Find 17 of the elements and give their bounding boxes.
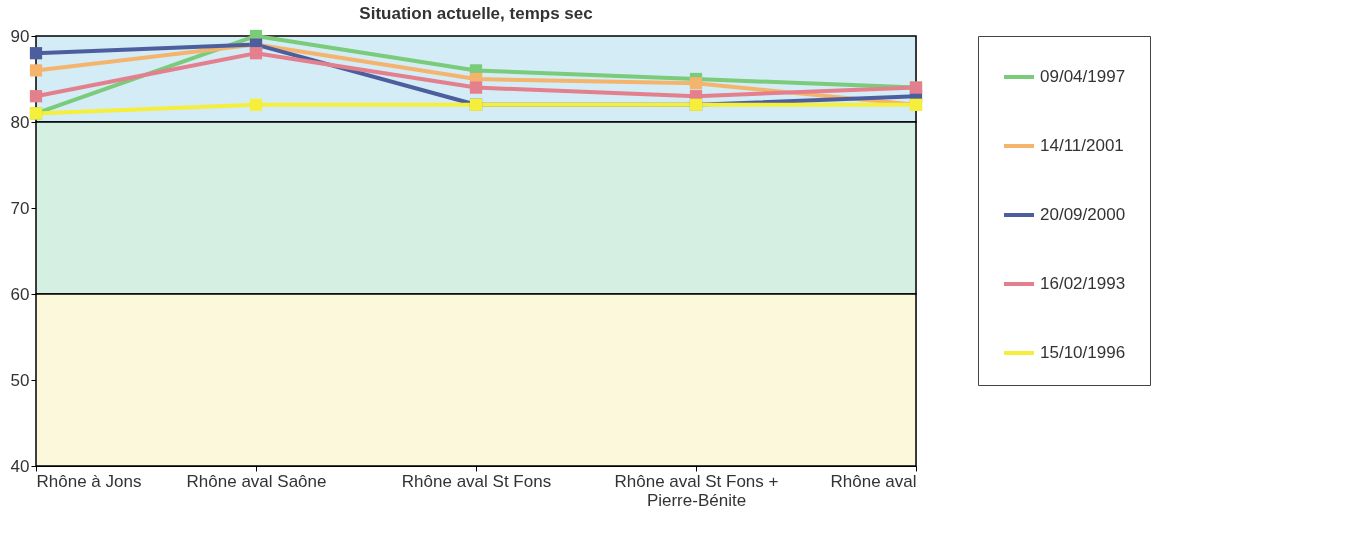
legend-label: 20/09/2000 bbox=[1040, 205, 1126, 224]
x-tick-label: Rhône aval bbox=[830, 471, 917, 491]
legend-label: 16/02/1993 bbox=[1040, 274, 1126, 293]
legend-label: 14/11/2001 bbox=[1040, 136, 1124, 155]
x-tick-label: Rhône à Jons bbox=[36, 471, 142, 491]
legend-label: 15/10/1996 bbox=[1040, 343, 1126, 362]
y-tick-label: 40 bbox=[10, 456, 30, 476]
x-tick-label: Rhône aval Saône bbox=[186, 471, 327, 491]
x-tick-label: Rhône aval St Fons + Pierre-Bénite bbox=[614, 471, 779, 510]
y-tick-label: 60 bbox=[10, 284, 30, 304]
legend-label: 09/04/1997 bbox=[1040, 67, 1126, 86]
y-tick-label: 90 bbox=[10, 26, 30, 46]
y-tick-label: 70 bbox=[10, 198, 30, 218]
y-tick-label: 50 bbox=[10, 370, 30, 390]
x-tick-label: Rhône aval St Fons bbox=[401, 471, 552, 491]
chart-title: Situation actuelle, temps sec bbox=[359, 4, 593, 23]
y-tick-label: 80 bbox=[10, 112, 30, 132]
